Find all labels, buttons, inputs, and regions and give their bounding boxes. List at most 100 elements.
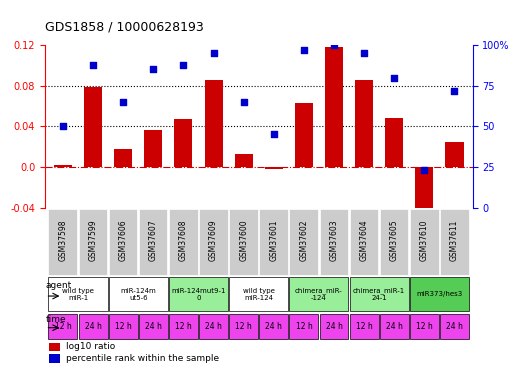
- Text: 24 h: 24 h: [205, 322, 222, 331]
- Text: wild type
miR-124: wild type miR-124: [243, 288, 275, 301]
- Text: 24 h: 24 h: [266, 322, 282, 331]
- Text: 12 h: 12 h: [416, 322, 433, 331]
- Bar: [54, 165, 72, 167]
- Text: 24 h: 24 h: [326, 322, 343, 331]
- FancyBboxPatch shape: [259, 209, 288, 274]
- Text: GSM37601: GSM37601: [269, 220, 278, 261]
- FancyBboxPatch shape: [49, 209, 77, 274]
- FancyBboxPatch shape: [289, 278, 348, 311]
- FancyBboxPatch shape: [410, 314, 439, 339]
- Text: chimera_miR-
-124: chimera_miR- -124: [295, 287, 343, 301]
- Text: 12 h: 12 h: [175, 322, 192, 331]
- Text: time: time: [45, 315, 66, 324]
- Text: percentile rank within the sample: percentile rank within the sample: [67, 354, 220, 363]
- FancyBboxPatch shape: [109, 278, 168, 311]
- Point: [390, 75, 399, 81]
- Text: GSM37598: GSM37598: [59, 220, 68, 261]
- FancyBboxPatch shape: [259, 314, 288, 339]
- FancyBboxPatch shape: [289, 209, 318, 274]
- Text: miR-124mut9-1
0: miR-124mut9-1 0: [171, 288, 226, 301]
- Bar: [446, 141, 464, 167]
- Point: [149, 66, 157, 72]
- Text: GSM37610: GSM37610: [420, 220, 429, 261]
- Text: 24 h: 24 h: [145, 322, 162, 331]
- Text: 12 h: 12 h: [296, 322, 312, 331]
- Text: miR373/hes3: miR373/hes3: [416, 291, 463, 297]
- Bar: [325, 47, 343, 167]
- FancyBboxPatch shape: [199, 314, 228, 339]
- Bar: [49, 354, 60, 363]
- Text: GSM37608: GSM37608: [179, 220, 188, 261]
- Bar: [295, 103, 313, 167]
- Point: [59, 123, 67, 129]
- Text: GSM37603: GSM37603: [329, 220, 338, 261]
- Bar: [385, 118, 403, 167]
- Text: GSM37611: GSM37611: [450, 220, 459, 261]
- Text: GSM37602: GSM37602: [299, 220, 308, 261]
- Text: 24 h: 24 h: [386, 322, 403, 331]
- FancyBboxPatch shape: [229, 209, 258, 274]
- FancyBboxPatch shape: [350, 209, 378, 274]
- Point: [450, 87, 459, 93]
- Text: 12 h: 12 h: [356, 322, 373, 331]
- FancyBboxPatch shape: [109, 209, 137, 274]
- Point: [300, 47, 308, 53]
- Text: miR-124m
ut5-6: miR-124m ut5-6: [120, 288, 156, 301]
- FancyBboxPatch shape: [289, 314, 318, 339]
- Point: [209, 50, 218, 56]
- FancyBboxPatch shape: [169, 209, 197, 274]
- FancyBboxPatch shape: [49, 278, 108, 311]
- FancyBboxPatch shape: [319, 314, 348, 339]
- Bar: [204, 80, 223, 167]
- Point: [119, 99, 127, 105]
- Bar: [114, 148, 132, 167]
- Bar: [49, 343, 60, 351]
- Point: [89, 62, 97, 68]
- Text: 24 h: 24 h: [446, 322, 463, 331]
- FancyBboxPatch shape: [169, 314, 198, 339]
- FancyBboxPatch shape: [410, 278, 469, 311]
- Bar: [416, 167, 433, 228]
- Point: [360, 50, 369, 56]
- FancyBboxPatch shape: [139, 209, 167, 274]
- FancyBboxPatch shape: [79, 209, 107, 274]
- FancyBboxPatch shape: [49, 314, 78, 339]
- FancyBboxPatch shape: [380, 314, 409, 339]
- Text: wild type
miR-1: wild type miR-1: [62, 288, 94, 301]
- Text: 12 h: 12 h: [115, 322, 131, 331]
- FancyBboxPatch shape: [319, 209, 348, 274]
- FancyBboxPatch shape: [109, 314, 138, 339]
- Text: GSM37607: GSM37607: [149, 220, 158, 261]
- Point: [420, 167, 429, 173]
- FancyBboxPatch shape: [410, 209, 439, 274]
- Text: GDS1858 / 10000628193: GDS1858 / 10000628193: [45, 21, 204, 34]
- FancyBboxPatch shape: [79, 314, 108, 339]
- Text: 12 h: 12 h: [235, 322, 252, 331]
- Text: log10 ratio: log10 ratio: [67, 342, 116, 351]
- FancyBboxPatch shape: [350, 278, 409, 311]
- Text: agent: agent: [45, 280, 72, 290]
- FancyBboxPatch shape: [229, 314, 258, 339]
- FancyBboxPatch shape: [350, 314, 379, 339]
- Bar: [355, 80, 373, 167]
- FancyBboxPatch shape: [229, 278, 288, 311]
- Bar: [234, 154, 253, 167]
- Point: [270, 131, 278, 137]
- Text: GSM37606: GSM37606: [119, 220, 128, 261]
- Text: GSM37605: GSM37605: [390, 220, 399, 261]
- Text: GSM37599: GSM37599: [89, 220, 98, 261]
- Bar: [265, 167, 283, 169]
- Point: [239, 99, 248, 105]
- Point: [330, 42, 338, 48]
- Text: GSM37600: GSM37600: [239, 220, 248, 261]
- Text: GSM37604: GSM37604: [360, 220, 369, 261]
- FancyBboxPatch shape: [440, 209, 469, 274]
- Point: [179, 62, 187, 68]
- Bar: [144, 130, 162, 167]
- Text: chimera_miR-1
24-1: chimera_miR-1 24-1: [353, 287, 406, 301]
- Text: 12 h: 12 h: [54, 322, 71, 331]
- FancyBboxPatch shape: [169, 278, 228, 311]
- FancyBboxPatch shape: [440, 314, 469, 339]
- Text: 24 h: 24 h: [84, 322, 101, 331]
- FancyBboxPatch shape: [199, 209, 228, 274]
